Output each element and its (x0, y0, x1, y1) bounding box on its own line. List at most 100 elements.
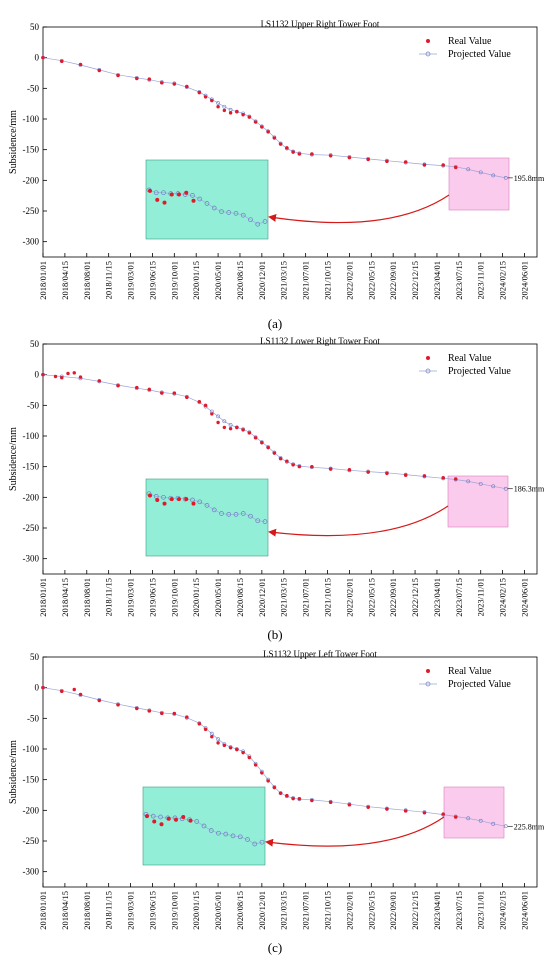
x-tick-label: 2020/12/01 (257, 261, 267, 300)
highlight-region (448, 157, 510, 211)
real-point (253, 120, 258, 124)
real-point (366, 805, 370, 809)
projected-point (466, 479, 471, 484)
inset-projected-point (259, 839, 265, 845)
inset-projected-point (161, 190, 166, 196)
plot-frame (42, 343, 538, 575)
chart-panel-2: LS1132 Upper Left Tower Foot 50 0 -50 -100 -1… (8, 649, 545, 930)
zoom-arrow (268, 505, 449, 537)
plot-frame (42, 656, 538, 888)
zoom-arrow (265, 816, 445, 847)
projected-point (478, 170, 483, 175)
real-point (41, 685, 45, 690)
y-tick-label: -50 (27, 400, 39, 410)
real-point (454, 477, 458, 481)
inset-real-point (155, 197, 160, 202)
x-tick-label: 2022/12/15 (410, 891, 420, 930)
y-tick-label: -150 (23, 145, 40, 155)
real-point (278, 791, 283, 795)
x-tick-label: 2019/03/01 (126, 891, 136, 930)
real-point (366, 157, 370, 162)
real-point (310, 798, 314, 803)
real-point (422, 474, 427, 478)
y-axis-label: Subsidence/mm (8, 110, 19, 174)
x-tick-label: 2021/10/15 (323, 891, 333, 930)
legend-real-label: Real Value (448, 353, 492, 364)
real-point (41, 55, 45, 60)
inset-projected-point (233, 512, 239, 517)
x-tick-label: 2023/04/01 (432, 261, 442, 300)
inset-real-point (148, 188, 152, 193)
inset-projected-point (197, 196, 203, 202)
real-point (78, 62, 83, 67)
legend-real-marker (426, 669, 430, 673)
real-point (285, 459, 289, 463)
y-tick-label: -300 (23, 237, 40, 247)
inset-real-point (177, 497, 181, 502)
projected-line (42, 374, 506, 490)
real-point (97, 698, 101, 703)
final-value-label: 186.3mm (514, 485, 545, 494)
x-tick-label: 2023/11/01 (476, 261, 486, 299)
projected-point (216, 101, 220, 105)
y-tick-label: -150 (23, 775, 40, 785)
projected-point (491, 173, 496, 178)
real-point (228, 111, 233, 115)
x-tick-label: 2022/09/01 (388, 578, 398, 617)
x-tick-label: 2020/08/15 (235, 578, 245, 617)
inset-real-point (184, 190, 189, 195)
x-tick-label: 2018/11/15 (104, 261, 114, 299)
y-tick-label: 0 (35, 370, 40, 380)
x-tick-label: 2018/04/15 (60, 578, 70, 617)
real-point (203, 727, 208, 732)
inset-real-point (169, 497, 174, 502)
real-point (403, 160, 408, 164)
y-tick-label: 0 (35, 53, 40, 63)
inset-projected-point (204, 201, 210, 206)
real-point (291, 463, 295, 467)
y-tick-label: 50 (30, 339, 40, 349)
real-point (235, 109, 239, 114)
zoom-arrow (268, 194, 450, 224)
inset-projected-point (161, 494, 166, 500)
x-tick-label: 2020/01/15 (191, 891, 201, 930)
real-point (347, 803, 352, 807)
real-point (216, 420, 220, 425)
real-point (160, 81, 164, 85)
real-point (66, 371, 70, 376)
x-tick-label: 2018/01/01 (38, 891, 48, 930)
y-tick-label: -300 (23, 554, 40, 564)
real-point (385, 159, 389, 164)
projected-point (216, 414, 220, 419)
real-point (197, 722, 202, 726)
real-point (41, 372, 45, 377)
y-tick-label: -100 (23, 114, 40, 124)
inset-projected-point (216, 830, 221, 836)
real-point (147, 387, 152, 392)
real-point (247, 115, 252, 119)
real-point (203, 95, 208, 99)
x-tick-label: 2024/02/15 (498, 578, 508, 617)
x-tick-label: 2019/10/01 (169, 578, 179, 617)
y-tick-label: -300 (23, 867, 40, 877)
real-point (247, 755, 252, 760)
projected-point (466, 167, 471, 172)
inset-projected-point (150, 813, 156, 819)
inset-real-point (169, 192, 174, 197)
inset-projected-point (204, 503, 210, 508)
zoom-inset (145, 478, 269, 557)
panel-label-a: (a) (267, 316, 283, 331)
x-tick-label: 2018/11/15 (104, 578, 114, 616)
x-tick-label: 2018/08/01 (82, 578, 92, 617)
projected-point (466, 816, 471, 821)
inset-real-point (145, 814, 149, 819)
real-point (216, 105, 220, 109)
final-value-label: 225.8mm (514, 822, 545, 831)
real-point (78, 692, 83, 697)
real-point (297, 152, 302, 156)
x-tick-label: 2022/05/15 (366, 891, 376, 930)
x-tick-label: 2021/07/01 (301, 261, 311, 300)
x-tick-label: 2019/10/01 (169, 891, 179, 930)
real-point (253, 436, 258, 440)
